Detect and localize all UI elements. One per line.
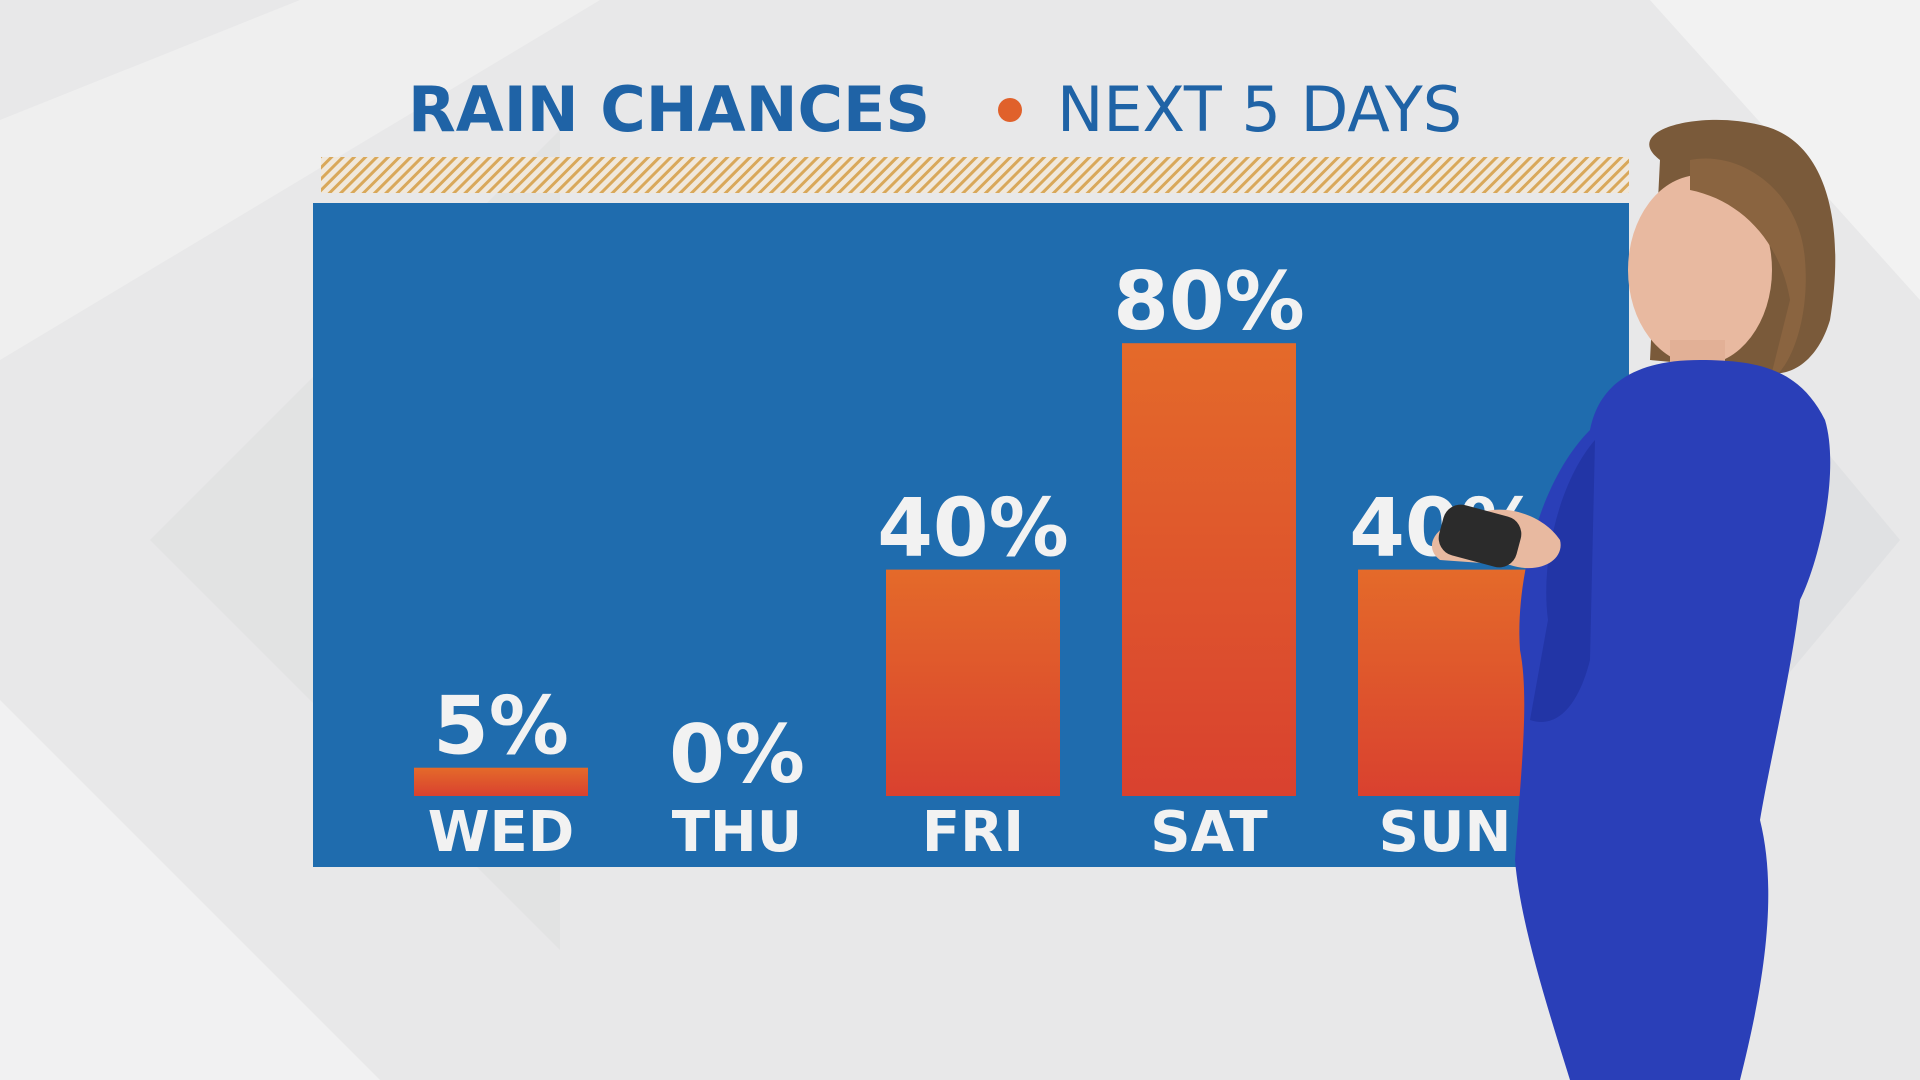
x-tick-label: THU [672, 800, 803, 865]
bar [1358, 569, 1532, 796]
x-tick-label: SAT [1150, 800, 1268, 865]
value-label: 40% [877, 482, 1068, 575]
x-tick-label: WED [428, 800, 575, 865]
title-separator [998, 98, 1022, 122]
x-tick-label: SUN [1379, 800, 1512, 865]
value-label: 80% [1113, 255, 1304, 348]
chart-title: RAIN CHANCES [408, 73, 930, 146]
chart-subtitle: NEXT 5 DAYS [1057, 73, 1462, 146]
bar [886, 569, 1060, 796]
decor-strip [321, 157, 1629, 193]
x-tick-label: FRI [922, 800, 1024, 865]
bar [414, 767, 588, 796]
presenter [1431, 119, 1836, 1080]
bar [1122, 343, 1296, 796]
value-label: 0% [669, 708, 805, 801]
value-label: 5% [433, 680, 569, 773]
